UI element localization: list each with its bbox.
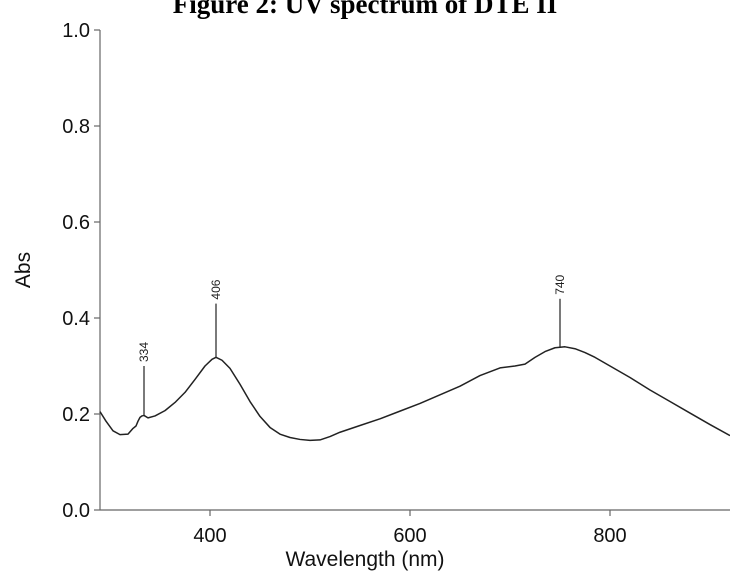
spectrum-line [99, 346, 730, 442]
x-tick-label: 800 [593, 525, 626, 547]
y-tick-label: 1.0 [62, 20, 90, 42]
x-axis-title: Wavelength (nm) [285, 548, 444, 571]
y-tick-label: 0.6 [62, 212, 90, 234]
x-ticks: 400 600 800 [193, 510, 627, 547]
x-tick-label: 400 [193, 525, 226, 547]
x-tick-label: 600 [393, 525, 426, 547]
y-axis-title: Abs [12, 252, 35, 288]
peak-label: 406 [209, 279, 223, 299]
y-tick-label: 0.8 [62, 116, 90, 138]
y-ticks: 0.0 0.2 0.4 0.6 0.8 1.0 [62, 20, 100, 522]
peak-label: 334 [137, 342, 151, 362]
series-layer [99, 346, 730, 442]
chart-title: Figure 2: UV spectrum of DTE II [172, 0, 558, 19]
y-tick-label: 0.2 [62, 404, 90, 426]
y-tick-label: 0.4 [62, 308, 90, 330]
axes [99, 30, 730, 511]
peak-label: 740 [553, 274, 567, 294]
y-tick-label: 0.0 [62, 500, 90, 522]
peak-annotations: 334 406 740 [137, 274, 567, 416]
